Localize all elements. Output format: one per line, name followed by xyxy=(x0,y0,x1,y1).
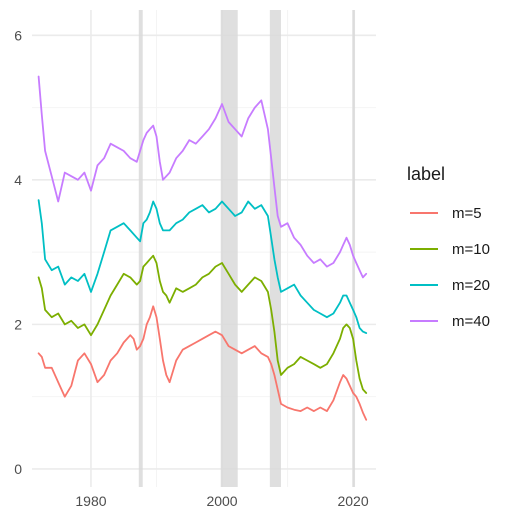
series-line-m5 xyxy=(37,305,368,421)
x-tick-label: 2000 xyxy=(206,493,237,509)
recession-band xyxy=(269,10,281,487)
legend-label: m=5 xyxy=(452,205,482,222)
y-tick-label: 2 xyxy=(14,316,22,332)
series-line-m40 xyxy=(37,75,368,279)
series-lines xyxy=(37,75,368,421)
legend-label: m=40 xyxy=(452,313,490,330)
y-tick-label: 4 xyxy=(14,172,22,188)
legend-title: label xyxy=(407,164,445,184)
y-tick-label: 0 xyxy=(14,461,22,477)
series-line-m10 xyxy=(37,254,368,394)
x-tick-label: 2020 xyxy=(337,493,368,509)
recession-band xyxy=(352,10,356,487)
recession-band xyxy=(220,10,238,487)
y-tick-label: 6 xyxy=(14,27,22,43)
x-tick-label: 1980 xyxy=(75,493,106,509)
legend-label: m=10 xyxy=(452,241,490,258)
recession-bands xyxy=(138,10,356,487)
recession-band xyxy=(138,10,143,487)
axis-tick-labels: 1980 2000 2020 0 2 4 6 xyxy=(14,27,369,509)
legend-label: m=20 xyxy=(452,277,490,294)
series-line-m20 xyxy=(37,199,368,335)
legend: label m=5 m=10 m=20 m=40 xyxy=(407,164,490,330)
